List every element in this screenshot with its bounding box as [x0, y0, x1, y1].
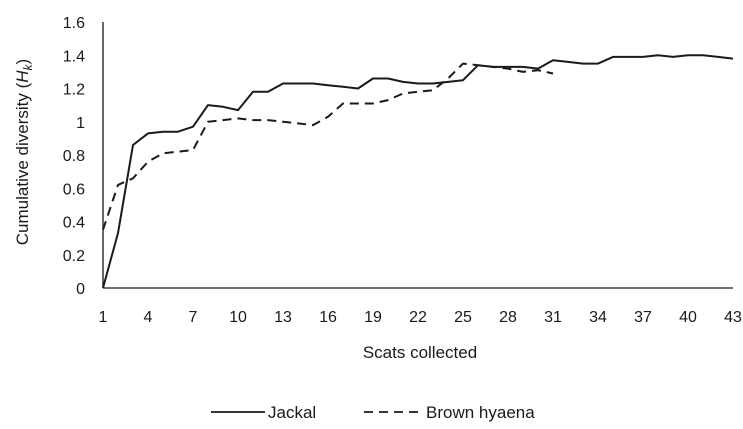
y-tick-label: 0.6 [63, 181, 85, 198]
x-tick-label: 13 [274, 309, 292, 326]
y-tick-label: 0.8 [63, 148, 85, 165]
x-tick-label: 16 [319, 309, 337, 326]
y-tick-label: 0.4 [63, 215, 85, 232]
x-axis-title: Scats collected [363, 343, 477, 362]
x-tick-label: 40 [679, 309, 697, 326]
x-tick-label: 25 [454, 309, 472, 326]
x-tick-labels: 1 4 7 10 13 16 19 22 25 28 31 34 37 40 43 [99, 309, 742, 326]
y-axis: 0 0.2 0.4 0.6 0.8 1 1.2 1.4 1.6 [63, 15, 104, 298]
y-axis-title-main: Cumulative diversity ( [13, 82, 32, 245]
y-axis-title-var: H [13, 70, 32, 83]
y-axis-title-close: ) [13, 59, 32, 65]
x-tick-label: 37 [634, 309, 652, 326]
series-layer [102, 54, 734, 289]
x-tick-label: 1 [99, 309, 108, 326]
legend-label-jackal: Jackal [268, 403, 316, 422]
x-tick-label: 28 [499, 309, 517, 326]
legend-label-brown-hyaena: Brown hyaena [426, 403, 535, 422]
x-tick-label: 10 [229, 309, 247, 326]
y-tick-labels: 0 0.2 0.4 0.6 0.8 1 1.2 1.4 1.6 [63, 15, 85, 298]
x-tick-label: 19 [364, 309, 382, 326]
y-tick-label: 1.6 [63, 15, 85, 32]
y-tick-label: 1 [76, 115, 85, 132]
y-tick-label: 1.2 [63, 82, 85, 99]
y-tick-label: 0 [76, 281, 85, 298]
y-tick-label: 1.4 [63, 48, 85, 65]
x-tick-label: 34 [589, 309, 607, 326]
y-axis-title: Cumulative diversity (Hk) [13, 59, 35, 245]
legend: Jackal Brown hyaena [211, 403, 535, 422]
series-line-brown-hyaena [102, 62, 554, 231]
x-tick-label: 31 [544, 309, 562, 326]
x-tick-label: 4 [144, 309, 153, 326]
series-line-jackal [102, 54, 734, 289]
y-tick-label: 0.2 [63, 248, 85, 265]
x-tick-label: 22 [409, 309, 427, 326]
y-axis-title-sub: k [21, 63, 35, 70]
x-axis: 1 4 7 10 13 16 19 22 25 28 31 34 37 40 43 [99, 287, 742, 326]
x-tick-label: 43 [724, 309, 742, 326]
x-tick-label: 7 [189, 309, 198, 326]
